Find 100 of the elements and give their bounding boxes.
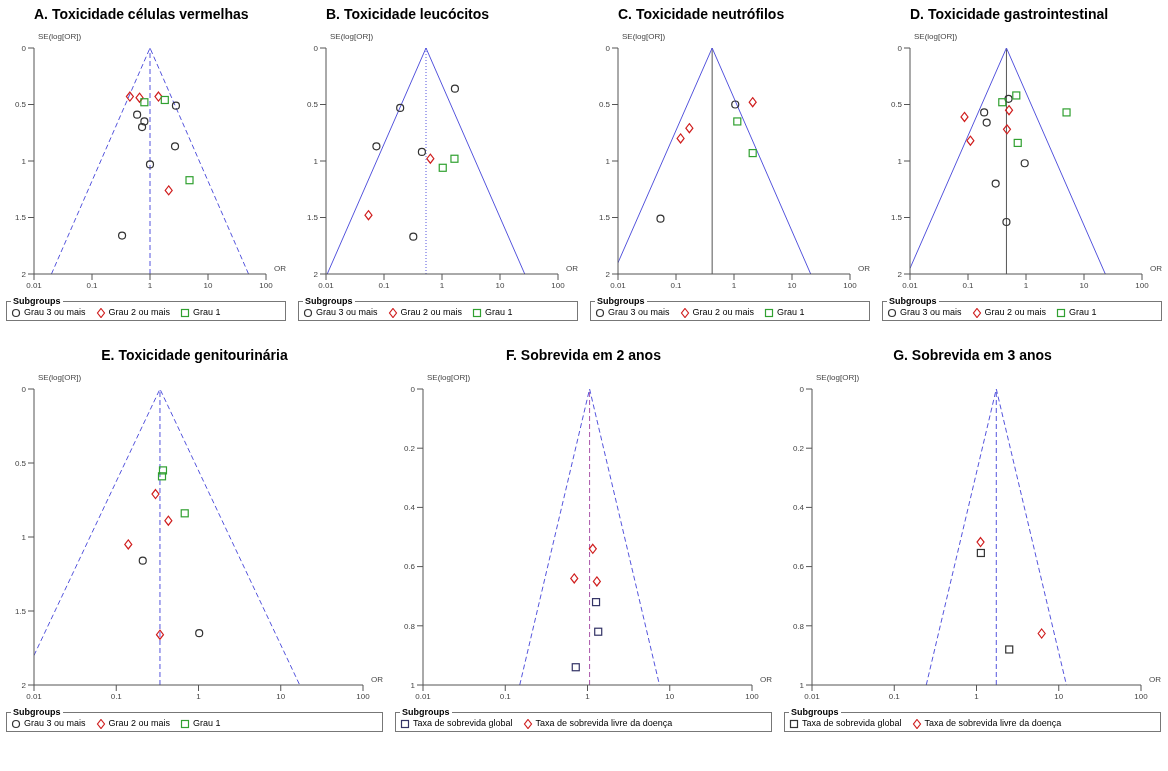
legend-label: Grau 3 ou mais xyxy=(24,307,86,318)
legend-label: Grau 3 ou mais xyxy=(608,307,670,318)
legend-title: Subgroups xyxy=(596,296,646,307)
y-tick-label: 2 xyxy=(897,269,903,279)
y-tick-label: 0.5 xyxy=(306,100,319,110)
y-tick-label: 0.2 xyxy=(792,444,805,454)
y-axis-title: SE(log[OR]) xyxy=(427,373,471,382)
x-tick-label: 10 xyxy=(1054,691,1064,701)
y-tick-label: 2 xyxy=(21,269,27,279)
y-tick-label: 0 xyxy=(410,384,416,394)
legend-label: Grau 1 xyxy=(777,307,805,318)
x-tick-label: 100 xyxy=(1135,280,1150,290)
legend-label: Grau 1 xyxy=(193,307,221,318)
x-tick-label: 0.1 xyxy=(888,691,901,701)
x-tick-label: 0.1 xyxy=(378,280,391,290)
y-tick-label: 0.8 xyxy=(403,621,416,631)
x-tick-label: 100 xyxy=(259,280,274,290)
chart-title: G. Sobrevida em 3 anos xyxy=(892,347,1053,365)
chart-title: B. Toxicidade leucócitos xyxy=(325,6,491,24)
x-tick-label: 1 xyxy=(439,280,445,290)
x-axis-title: OR xyxy=(1149,675,1161,684)
y-tick-label: 0.4 xyxy=(792,503,805,513)
y-tick-label: 1.5 xyxy=(14,606,27,616)
y-axis-title: SE(log[OR]) xyxy=(622,32,666,41)
y-tick-label: 0.6 xyxy=(792,562,805,572)
x-tick-label: 0.01 xyxy=(804,691,821,701)
x-tick-label: 100 xyxy=(843,280,858,290)
y-tick-label: 1 xyxy=(313,156,319,166)
legend-label: Grau 1 xyxy=(193,718,221,729)
y-tick-label: 1 xyxy=(605,156,611,166)
y-tick-label: 1.5 xyxy=(598,213,611,223)
x-tick-label: 1 xyxy=(196,691,202,701)
legend-label: Taxa de sobrevida global xyxy=(802,718,902,729)
x-axis-title: OR xyxy=(274,264,286,273)
y-tick-label: 1.5 xyxy=(306,213,319,223)
y-tick-label: 0.5 xyxy=(890,100,903,110)
x-tick-label: 0.01 xyxy=(318,280,335,290)
x-axis-title: OR xyxy=(760,675,772,684)
legend-title: Subgroups xyxy=(304,296,354,307)
chart-title: E. Toxicidade genitourinária xyxy=(100,347,289,365)
x-tick-label: 0.01 xyxy=(26,280,43,290)
y-tick-label: 1 xyxy=(410,680,416,690)
x-tick-label: 1 xyxy=(585,691,591,701)
x-tick-label: 10 xyxy=(787,280,797,290)
y-tick-label: 0 xyxy=(21,384,27,394)
y-axis-title: SE(log[OR]) xyxy=(816,373,860,382)
x-tick-label: 100 xyxy=(1134,691,1149,701)
y-tick-label: 0 xyxy=(313,43,319,53)
y-tick-label: 1 xyxy=(799,680,805,690)
legend-label: Grau 3 ou mais xyxy=(316,307,378,318)
legend-title: Subgroups xyxy=(12,296,62,307)
x-tick-label: 100 xyxy=(356,691,371,701)
legend-label: Grau 2 ou mais xyxy=(108,718,171,729)
x-tick-label: 10 xyxy=(495,280,505,290)
y-tick-label: 0 xyxy=(799,384,805,394)
x-tick-label: 1 xyxy=(974,691,980,701)
x-tick-label: 1 xyxy=(1023,280,1029,290)
y-tick-label: 1.5 xyxy=(890,213,903,223)
y-tick-label: 0.2 xyxy=(403,444,416,454)
y-axis-title: SE(log[OR]) xyxy=(38,373,82,382)
x-tick-label: 100 xyxy=(745,691,760,701)
y-tick-label: 2 xyxy=(605,269,611,279)
x-tick-label: 1 xyxy=(731,280,737,290)
x-tick-label: 0.01 xyxy=(26,691,43,701)
legend-label: Grau 3 ou mais xyxy=(900,307,962,318)
legend-title: Subgroups xyxy=(888,296,938,307)
legend-label: Grau 2 ou mais xyxy=(692,307,755,318)
legend-label: Taxa de sobrevida livre da doença xyxy=(535,718,673,729)
y-tick-label: 0 xyxy=(605,43,611,53)
y-tick-label: 0 xyxy=(21,43,27,53)
legend-label: Taxa de sobrevida livre da doença xyxy=(924,718,1062,729)
legend-label: Grau 2 ou mais xyxy=(984,307,1047,318)
chart-title: C. Toxicidade neutrófilos xyxy=(617,6,786,24)
x-axis-title: OR xyxy=(371,675,383,684)
x-tick-label: 0.1 xyxy=(499,691,512,701)
y-axis-title: SE(log[OR]) xyxy=(914,32,958,41)
x-axis-title: OR xyxy=(1150,264,1162,273)
legend-label: Grau 2 ou mais xyxy=(400,307,463,318)
legend-label: Grau 3 ou mais xyxy=(24,718,86,729)
x-tick-label: 10 xyxy=(203,280,213,290)
legend-label: Grau 1 xyxy=(485,307,513,318)
y-tick-label: 1 xyxy=(21,532,27,542)
y-tick-label: 0.5 xyxy=(14,100,27,110)
x-tick-label: 0.01 xyxy=(415,691,432,701)
legend-label: Grau 2 ou mais xyxy=(108,307,171,318)
chart-title: A. Toxicidade células vermelhas xyxy=(33,6,250,24)
legend-title: Subgroups xyxy=(790,707,840,718)
x-tick-label: 100 xyxy=(551,280,566,290)
x-tick-label: 10 xyxy=(1079,280,1089,290)
x-tick-label: 0.1 xyxy=(962,280,975,290)
chart-title: D. Toxicidade gastrointestinal xyxy=(909,6,1110,24)
legend-title: Subgroups xyxy=(12,707,62,718)
y-tick-label: 1 xyxy=(21,156,27,166)
legend-title: Subgroups xyxy=(401,707,451,718)
x-tick-label: 0.1 xyxy=(86,280,99,290)
y-tick-label: 2 xyxy=(21,680,27,690)
x-tick-label: 10 xyxy=(665,691,675,701)
x-tick-label: 0.01 xyxy=(610,280,627,290)
x-tick-label: 0.1 xyxy=(670,280,683,290)
chart-title: F. Sobrevida em 2 anos xyxy=(505,347,662,365)
